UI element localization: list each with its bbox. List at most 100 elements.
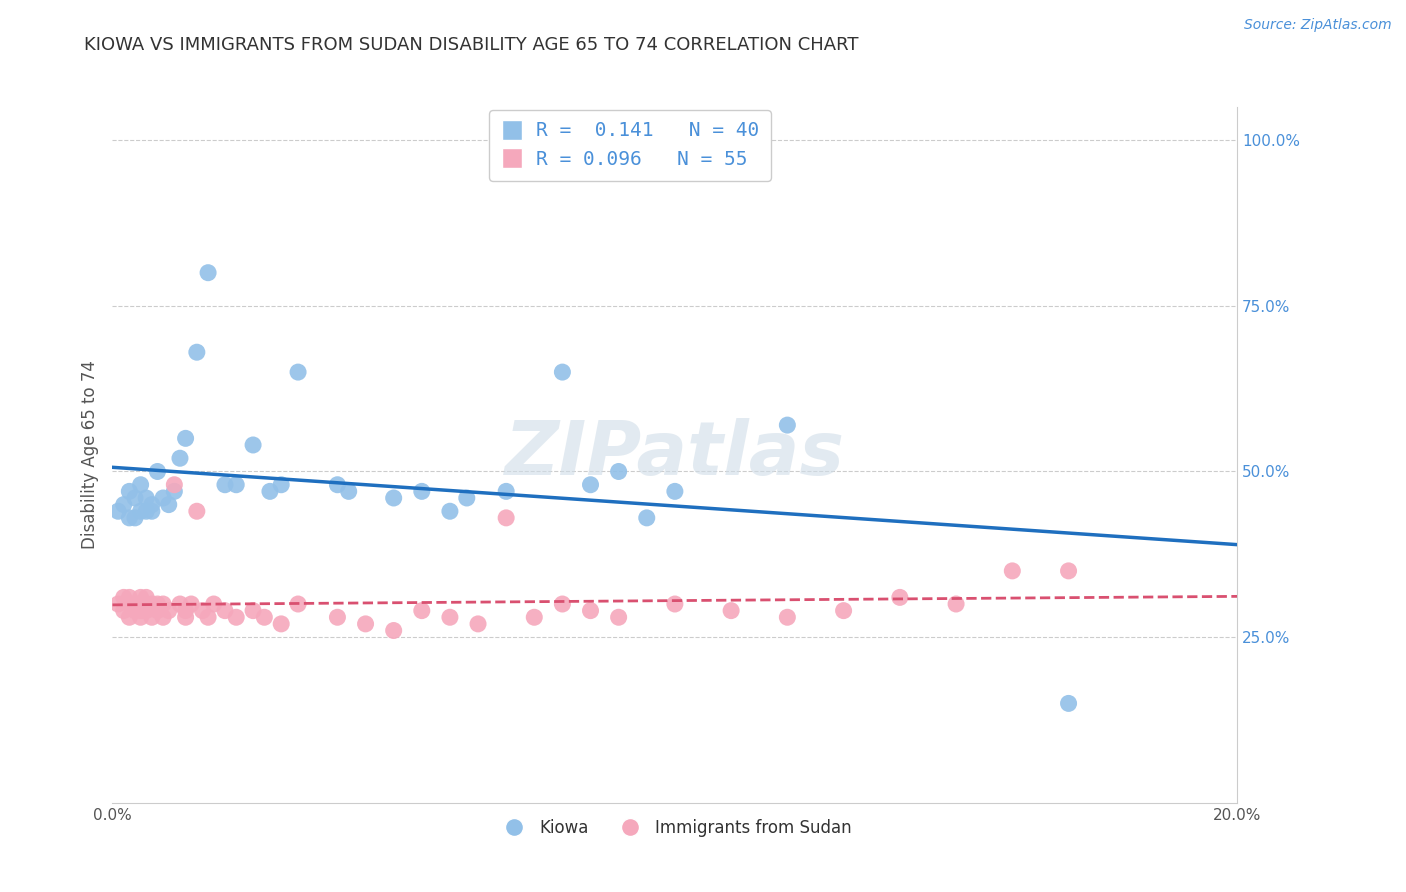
Point: [157, 604, 180, 618]
Point: [186, 345, 208, 359]
Point: [607, 610, 630, 624]
Point: [135, 504, 157, 518]
Point: [270, 477, 292, 491]
Point: [456, 491, 478, 505]
Point: [174, 431, 197, 445]
Point: [129, 591, 152, 605]
Point: [551, 365, 574, 379]
Point: [523, 610, 546, 624]
Point: [259, 484, 281, 499]
Text: KIOWA VS IMMIGRANTS FROM SUDAN DISABILITY AGE 65 TO 74 CORRELATION CHART: KIOWA VS IMMIGRANTS FROM SUDAN DISABILIT…: [84, 36, 859, 54]
Point: [107, 504, 129, 518]
Point: [129, 477, 152, 491]
Point: [118, 511, 141, 525]
Point: [832, 604, 855, 618]
Point: [225, 610, 247, 624]
Text: Source: ZipAtlas.com: Source: ZipAtlas.com: [1244, 18, 1392, 32]
Point: [129, 610, 152, 624]
Point: [579, 477, 602, 491]
Point: [152, 610, 174, 624]
Point: [1057, 697, 1080, 711]
Point: [174, 604, 197, 618]
Point: [146, 597, 169, 611]
Point: [287, 365, 309, 379]
Point: [141, 610, 163, 624]
Point: [118, 597, 141, 611]
Point: [495, 484, 517, 499]
Point: [135, 604, 157, 618]
Point: [141, 498, 163, 512]
Point: [135, 597, 157, 611]
Point: [202, 597, 225, 611]
Point: [197, 266, 219, 280]
Point: [197, 610, 219, 624]
Point: [118, 591, 141, 605]
Point: [112, 498, 135, 512]
Point: [141, 597, 163, 611]
Point: [191, 604, 214, 618]
Point: [776, 610, 799, 624]
Point: [124, 597, 146, 611]
Point: [382, 491, 405, 505]
Point: [135, 591, 157, 605]
Point: [118, 610, 141, 624]
Point: [225, 477, 247, 491]
Y-axis label: Disability Age 65 to 74: Disability Age 65 to 74: [80, 360, 98, 549]
Point: [439, 610, 461, 624]
Point: [124, 511, 146, 525]
Point: [411, 484, 433, 499]
Point: [124, 491, 146, 505]
Point: [326, 610, 349, 624]
Point: [174, 610, 197, 624]
Point: [186, 504, 208, 518]
Point: [157, 498, 180, 512]
Point: [579, 604, 602, 618]
Point: [1057, 564, 1080, 578]
Point: [287, 597, 309, 611]
Point: [214, 477, 236, 491]
Point: [945, 597, 967, 611]
Legend: Kiowa, Immigrants from Sudan: Kiowa, Immigrants from Sudan: [491, 812, 859, 843]
Point: [129, 504, 152, 518]
Point: [242, 438, 264, 452]
Point: [118, 484, 141, 499]
Point: [107, 597, 129, 611]
Point: [180, 597, 202, 611]
Point: [551, 597, 574, 611]
Point: [337, 484, 360, 499]
Point: [169, 597, 191, 611]
Point: [135, 491, 157, 505]
Point: [112, 604, 135, 618]
Point: [467, 616, 489, 631]
Point: [146, 604, 169, 618]
Point: [889, 591, 911, 605]
Point: [411, 604, 433, 618]
Point: [1001, 564, 1024, 578]
Point: [664, 597, 686, 611]
Point: [720, 604, 742, 618]
Point: [124, 604, 146, 618]
Point: [141, 504, 163, 518]
Point: [129, 604, 152, 618]
Point: [253, 610, 276, 624]
Point: [495, 511, 517, 525]
Point: [776, 418, 799, 433]
Point: [607, 465, 630, 479]
Point: [152, 597, 174, 611]
Point: [326, 477, 349, 491]
Point: [163, 477, 186, 491]
Point: [636, 511, 658, 525]
Point: [214, 604, 236, 618]
Text: ZIPatlas: ZIPatlas: [505, 418, 845, 491]
Point: [152, 491, 174, 505]
Point: [242, 604, 264, 618]
Point: [270, 616, 292, 631]
Point: [146, 465, 169, 479]
Point: [169, 451, 191, 466]
Point: [439, 504, 461, 518]
Point: [664, 484, 686, 499]
Point: [382, 624, 405, 638]
Point: [354, 616, 377, 631]
Point: [163, 484, 186, 499]
Point: [112, 591, 135, 605]
